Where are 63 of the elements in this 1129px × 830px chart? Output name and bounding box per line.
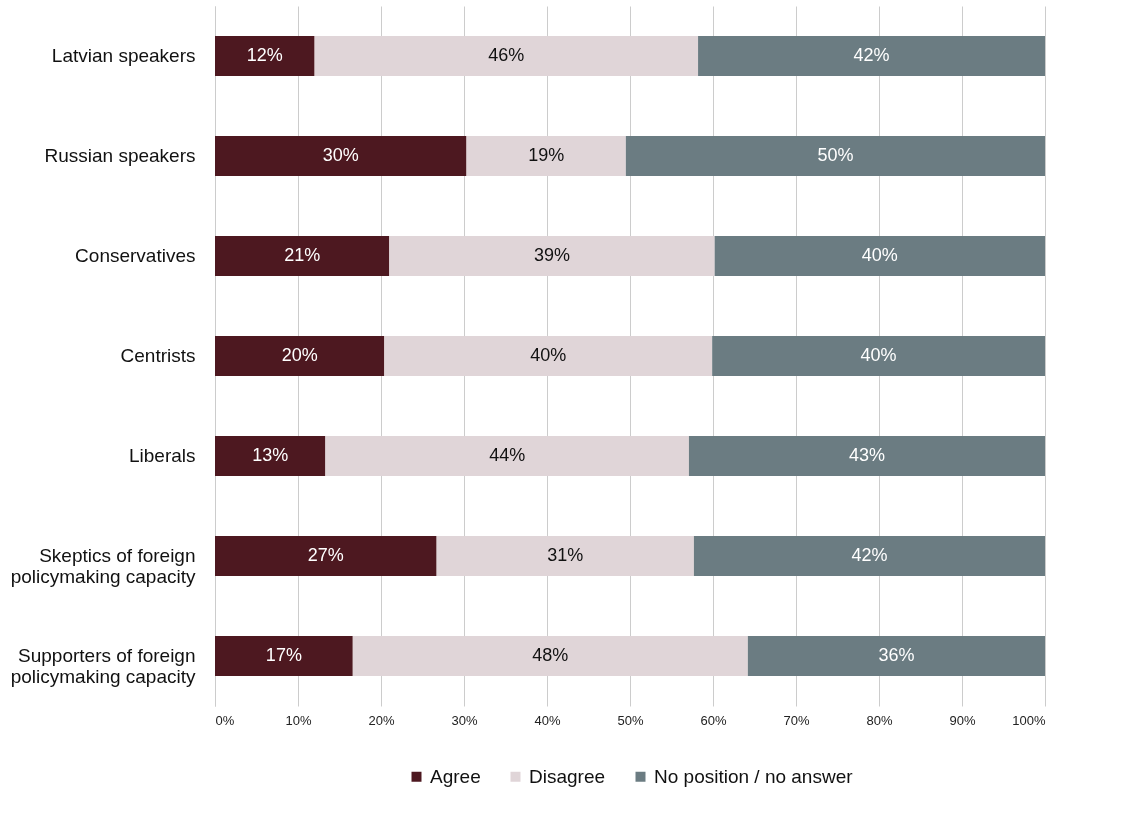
data-label: 21% <box>284 245 321 265</box>
data-label: 50% <box>817 145 854 165</box>
bar <box>215 336 385 376</box>
bar <box>215 636 353 676</box>
data-label: 12% <box>246 45 283 65</box>
bar <box>436 536 694 576</box>
bar <box>215 436 326 476</box>
data-label: 40% <box>861 245 898 265</box>
y-tick-label: Conservatives <box>75 245 196 266</box>
bar <box>352 636 748 676</box>
x-tick-label: 60% <box>700 712 727 728</box>
data-label: 39% <box>533 245 570 265</box>
y-tick-label: Centrists <box>120 345 196 366</box>
legend-label: No position / no answer <box>654 765 854 787</box>
y-tick-label: Liberals <box>128 445 196 466</box>
data-label: 40% <box>860 345 897 365</box>
bar <box>698 36 1045 76</box>
bar <box>466 136 626 176</box>
data-label: 20% <box>281 345 318 365</box>
data-label: 30% <box>322 145 359 165</box>
data-label: 17% <box>265 645 302 665</box>
x-tick-label: 40% <box>534 712 561 728</box>
bar <box>714 236 1045 276</box>
y-tick-label: Supporters of foreign policymaking capacity <box>10 645 196 687</box>
data-label: 27% <box>307 545 344 565</box>
bar <box>384 336 713 376</box>
x-tick-label: 0% <box>215 712 235 728</box>
x-tick-label: 80% <box>866 712 893 728</box>
bar <box>712 336 1045 376</box>
bar <box>747 636 1045 676</box>
legend-label: Disagree <box>529 765 606 787</box>
data-label: 36% <box>878 645 915 665</box>
bar <box>625 136 1045 176</box>
data-label: 48% <box>532 645 569 665</box>
x-tick-label: 90% <box>949 712 976 728</box>
bar <box>215 36 315 76</box>
data-label: 42% <box>851 545 888 565</box>
data-label: 40% <box>530 345 567 365</box>
bar <box>693 536 1045 576</box>
x-tick-label: 30% <box>451 712 478 728</box>
data-label: 46% <box>488 45 525 65</box>
data-label: 43% <box>848 445 885 465</box>
x-tick-label: 70% <box>783 712 810 728</box>
bar <box>325 436 689 476</box>
y-tick-label: Latvian speakers <box>51 45 196 66</box>
bar <box>314 36 699 76</box>
data-label: 19% <box>528 145 565 165</box>
bar <box>215 536 437 576</box>
y-tick-label: Skeptics of foreign policymaking capacity <box>10 545 196 587</box>
y-tick-label: Russian speakers <box>44 145 196 166</box>
bar <box>688 436 1045 476</box>
bar <box>215 236 390 276</box>
x-tick-label: 100% <box>1012 712 1046 728</box>
bar <box>389 236 715 276</box>
data-label: 42% <box>853 45 890 65</box>
x-tick-label: 50% <box>617 712 644 728</box>
data-label: 31% <box>547 545 584 565</box>
bar <box>215 136 467 176</box>
legend-label: Agree <box>430 765 481 787</box>
x-tick-label: 10% <box>285 712 312 728</box>
data-label: 13% <box>252 445 289 465</box>
data-label: 44% <box>489 445 526 465</box>
x-tick-label: 20% <box>368 712 395 728</box>
